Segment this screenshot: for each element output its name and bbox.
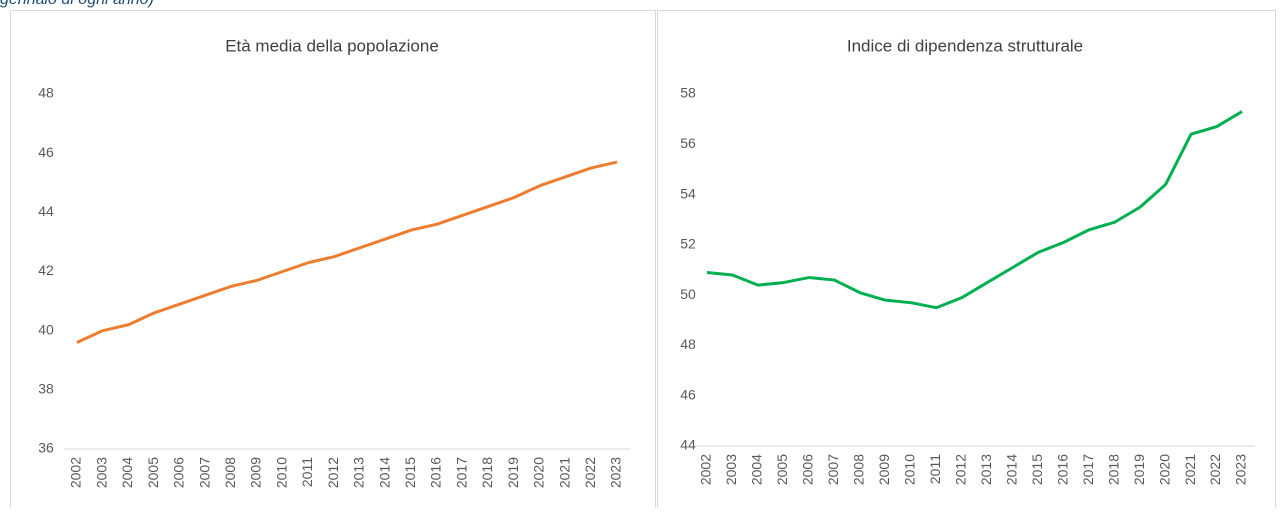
y-tick-label: 46: [680, 386, 696, 402]
x-tick-label: 2003: [93, 457, 109, 488]
x-tick-label: 2019: [505, 457, 521, 488]
y-tick-label: 44: [680, 437, 696, 453]
x-tick-label: 2010: [273, 457, 289, 488]
x-tick-label: 2009: [876, 454, 892, 485]
x-tick-label: 2022: [1207, 454, 1223, 485]
x-tick-label: 2013: [351, 457, 367, 488]
x-tick-label: 2004: [119, 457, 135, 488]
x-tick-label: 2008: [851, 454, 867, 485]
x-tick-label: 2003: [723, 454, 739, 485]
x-tick-label: 2014: [376, 457, 392, 488]
x-tick-label: 2011: [927, 454, 943, 484]
panel-border: [10, 10, 656, 513]
x-tick-label: 2005: [145, 457, 161, 488]
x-tick-label: 2020: [1156, 454, 1172, 485]
caption: gennaio di ogni anno): [0, 0, 154, 8]
y-tick-label: 52: [680, 236, 696, 252]
x-tick-label: 2012: [952, 454, 968, 485]
x-tick-label: 2013: [978, 454, 994, 485]
x-tick-label: 2022: [582, 457, 598, 488]
x-tick-label: 2021: [1182, 454, 1198, 485]
x-tick-label: 2006: [800, 454, 816, 485]
x-tick-label: 2012: [325, 457, 341, 488]
x-tick-label: 2016: [428, 457, 444, 488]
y-tick-label: 38: [38, 381, 54, 397]
x-tick-label: 2007: [196, 457, 212, 488]
x-tick-label: 2018: [1105, 454, 1121, 485]
y-tick-label: 56: [680, 135, 696, 151]
x-tick-label: 2019: [1131, 454, 1147, 485]
x-tick-label: 2015: [1029, 454, 1045, 485]
x-tick-label: 2009: [248, 457, 264, 488]
x-tick-label: 2023: [1233, 454, 1249, 485]
y-tick-label: 48: [38, 85, 54, 101]
x-tick-label: 2016: [1054, 454, 1070, 485]
y-tick-label: 54: [680, 185, 696, 201]
x-tick-label: 2004: [749, 454, 765, 485]
x-tick-label: 2008: [222, 457, 238, 488]
x-tick-label: 2010: [902, 454, 918, 485]
x-tick-label: 2011: [299, 457, 315, 487]
x-tick-label: 2017: [1080, 454, 1096, 485]
x-tick-label: 2002: [698, 454, 714, 485]
x-tick-label: 2007: [825, 454, 841, 485]
x-tick-label: 2020: [531, 457, 547, 488]
panel-border: [657, 10, 1276, 513]
x-tick-label: 2023: [608, 457, 624, 488]
x-tick-label: 2015: [402, 457, 418, 488]
y-tick-label: 46: [38, 144, 54, 160]
y-tick-label: 42: [38, 262, 54, 278]
x-tick-label: 2005: [774, 454, 790, 485]
y-tick-label: 48: [680, 336, 696, 352]
y-tick-label: 44: [38, 203, 54, 219]
data-line: [706, 110, 1243, 310]
y-tick-label: 36: [38, 440, 54, 456]
x-tick-label: 2021: [556, 457, 572, 488]
y-tick-label: 58: [680, 85, 696, 101]
chart-title: Età media della popolazione: [225, 36, 439, 55]
x-tick-label: 2017: [453, 457, 469, 488]
chart-title: Indice di dipendenza strutturale: [847, 36, 1083, 55]
x-tick-label: 2014: [1003, 454, 1019, 485]
x-tick-label: 2018: [479, 457, 495, 488]
data-line: [76, 160, 618, 344]
x-tick-label: 2002: [68, 457, 84, 488]
y-tick-label: 40: [38, 321, 54, 337]
x-tick-label: 2006: [171, 457, 187, 488]
y-tick-label: 50: [680, 286, 696, 302]
